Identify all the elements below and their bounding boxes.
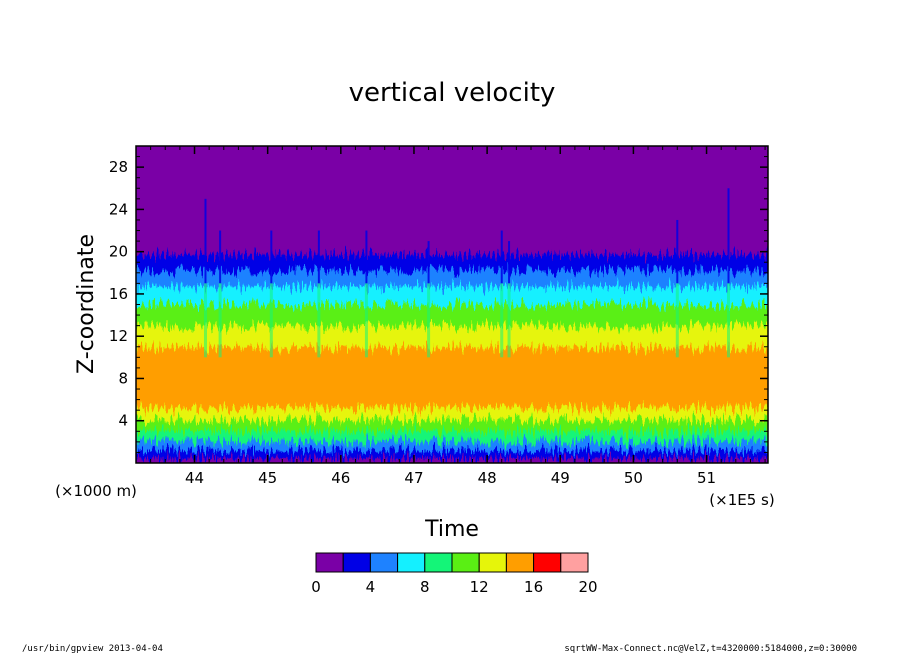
colorbar-swatch [424, 552, 453, 573]
x-tick-label: 45 [258, 469, 277, 487]
colorbar-swatch [315, 552, 344, 573]
colorbar-swatch [478, 552, 507, 573]
burst-core [269, 283, 273, 358]
burst-core [203, 283, 207, 358]
burst-plume [508, 241, 511, 284]
y-axis: 4 8 12 16 20 24 28 [109, 156, 768, 453]
colorbar-tick-label: 8 [420, 578, 430, 596]
x-tick-label: 46 [331, 469, 350, 487]
heatmap-band [136, 188, 768, 240]
heatmap-band [136, 325, 768, 348]
plot-area [136, 146, 768, 463]
colorbar-tick-label: 16 [524, 578, 543, 596]
burst-plume [317, 230, 320, 284]
y-tick-label: 12 [109, 327, 128, 345]
burst-core [218, 283, 222, 358]
heatmap-band [136, 304, 768, 327]
burst-core [427, 283, 431, 358]
heatmap-band [136, 270, 768, 287]
burst-core [675, 283, 679, 358]
y-tick-label: 24 [109, 200, 128, 218]
colorbar-swatch [369, 552, 399, 573]
burst-core [507, 283, 511, 358]
burst-core [500, 283, 504, 358]
x-tick-label: 49 [551, 469, 570, 487]
y-tick-label: 28 [109, 158, 128, 176]
colorbar-swatch [533, 552, 562, 573]
burst-plume [365, 230, 368, 284]
heatmap-band [136, 430, 768, 442]
heatmap-band [136, 254, 768, 271]
colorbar-swatch [505, 552, 535, 573]
burst-plume [427, 241, 430, 284]
footer-left: /usr/bin/gpview 2013-04-04 [22, 644, 163, 654]
colorbar-tick-label: 4 [366, 578, 376, 596]
heatmap-field [136, 146, 768, 463]
burst-core [317, 283, 321, 358]
convective-bursts [203, 188, 730, 358]
chart-title: vertical velocity [349, 78, 556, 108]
burst-plume [270, 230, 273, 284]
burst-core [364, 283, 368, 358]
colorbar-swatch [560, 552, 589, 573]
colorbar-swatch [451, 552, 480, 573]
x-tick-label: 50 [624, 469, 643, 487]
colorbar-tick-label: 12 [470, 578, 489, 596]
colorbar [315, 552, 589, 573]
heatmap-band [136, 440, 768, 451]
colorbar-swatch [342, 552, 371, 573]
heatmap-band [136, 367, 768, 390]
heatmap-band [136, 286, 768, 306]
x-tick-label: 44 [185, 469, 204, 487]
heatmap-band [136, 419, 768, 431]
burst-plume [676, 219, 679, 284]
heatmap-band [136, 450, 768, 459]
colorbar-swatch [397, 552, 426, 573]
x-axis: 44 45 46 47 48 49 50 51 [135, 146, 766, 487]
colorbar-ticks: 0 4 8 12 16 20 [311, 578, 597, 596]
heatmap-band [136, 457, 768, 463]
x-axis-unit: (×1E5 s) [709, 491, 774, 509]
x-tick-label: 48 [478, 469, 497, 487]
colorbar-tick-label: 20 [578, 578, 597, 596]
y-axis-unit: (×1000 m) [55, 482, 137, 500]
x-tick-label: 47 [404, 469, 423, 487]
burst-plume [219, 230, 222, 284]
burst-plume [500, 230, 503, 284]
y-tick-label: 20 [109, 243, 128, 261]
y-tick-label: 16 [109, 285, 128, 303]
colorbar-tick-label: 0 [311, 578, 321, 596]
y-axis-label: Z-coordinate [74, 234, 99, 374]
burst-core [727, 283, 730, 358]
footer-right: sqrtWW-Max-Connect.nc@VelZ,t=4320000:518… [564, 644, 857, 654]
heatmap-band [136, 238, 768, 255]
heatmap-band [136, 146, 768, 189]
heatmap-band [136, 406, 768, 421]
heatmap-band [136, 389, 768, 408]
x-axis-label: Time [424, 517, 479, 542]
burst-plume [204, 198, 207, 284]
y-tick-label: 4 [118, 412, 128, 430]
y-tick-label: 8 [118, 369, 128, 387]
x-tick-label: 51 [697, 469, 716, 487]
burst-plume [727, 188, 730, 284]
heatmap-band [136, 346, 768, 369]
